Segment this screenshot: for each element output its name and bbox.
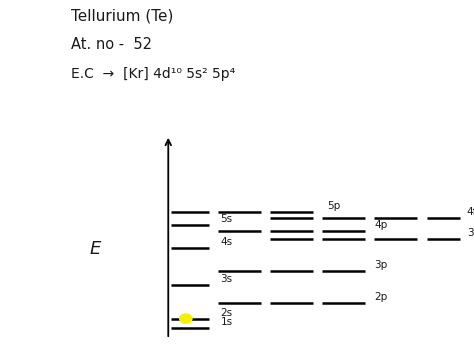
Text: 2s: 2s	[220, 307, 233, 317]
Text: At. no -  52: At. no - 52	[71, 37, 152, 52]
Text: 4f: 4f	[467, 207, 474, 217]
Text: 5p: 5p	[327, 201, 340, 211]
Text: 2p: 2p	[374, 291, 388, 302]
Text: 3d: 3d	[467, 228, 474, 238]
Text: E: E	[89, 240, 100, 257]
Text: 4p: 4p	[374, 220, 388, 230]
Text: 3s: 3s	[220, 274, 233, 284]
Text: 3p: 3p	[374, 260, 388, 270]
Circle shape	[180, 314, 192, 323]
Text: 4s: 4s	[220, 237, 233, 247]
Text: 1s: 1s	[220, 317, 233, 327]
Text: Tellurium (Te): Tellurium (Te)	[71, 9, 173, 24]
Text: 5s: 5s	[220, 214, 233, 224]
Text: E.C  →  [Kr] 4d¹⁰ 5s² 5p⁴: E.C → [Kr] 4d¹⁰ 5s² 5p⁴	[71, 67, 236, 81]
